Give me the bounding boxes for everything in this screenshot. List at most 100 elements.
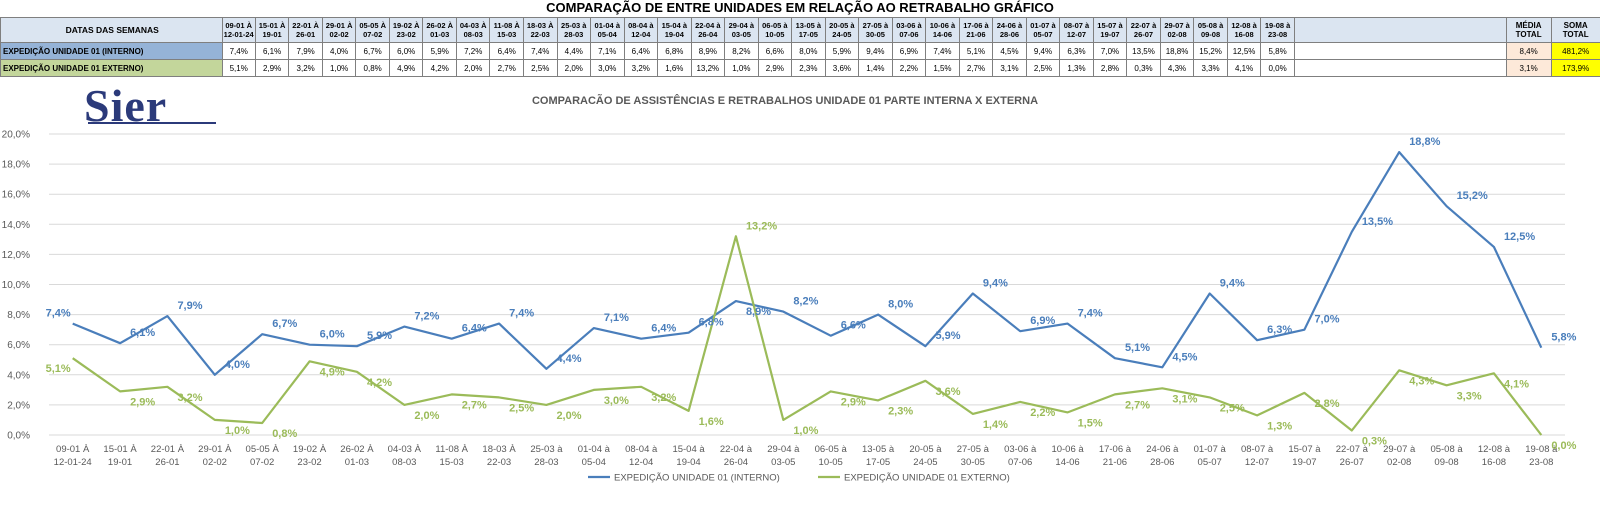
week-header-line: 26-07 <box>1127 30 1160 39</box>
table-cell: 6,0% <box>389 43 423 60</box>
data-label: 7,0% <box>1314 314 1339 326</box>
table-cell: 6,7% <box>356 43 390 60</box>
data-label: 8,0% <box>888 299 913 311</box>
week-header-line: 10-05 <box>759 30 792 39</box>
table-cell: 6,4% <box>624 43 658 60</box>
week-header-line: 17-06 à <box>960 21 993 30</box>
x-tick-label: 28-03 <box>534 457 558 468</box>
data-label: 2,8% <box>1314 398 1339 410</box>
table-cell: 9,4% <box>859 43 893 60</box>
x-tick-label: 23-08 <box>1529 457 1553 468</box>
legend-label: EXPEDIÇÃO UNIDADE 01 EXTERNO) <box>844 473 1010 484</box>
data-label: 1,4% <box>983 419 1008 431</box>
avg-total-cell: 8,4% <box>1506 43 1551 60</box>
data-label: 4,1% <box>1504 378 1529 390</box>
data-label: 2,3% <box>888 405 913 417</box>
week-header-line: 08-03 <box>457 30 490 39</box>
table-cell: 7,4% <box>523 43 557 60</box>
x-tick-label: 17-05 <box>866 457 890 468</box>
table-cell: 1,3% <box>1060 60 1094 77</box>
x-tick-label: 01-03 <box>345 457 369 468</box>
table-cell: 2,3% <box>792 60 826 77</box>
x-tick-label: 29-01 À <box>198 444 232 455</box>
data-label: 1,6% <box>699 416 724 428</box>
week-header-line: 28-03 <box>558 30 591 39</box>
week-header-line: 05-07 <box>1027 30 1060 39</box>
week-header-line: 26-02 À <box>423 21 456 30</box>
x-tick-label: 02-02 <box>203 457 227 468</box>
sum-header-line: SOMA <box>1552 21 1600 30</box>
x-tick-label: 08-03 <box>392 457 416 468</box>
data-label: 3,2% <box>651 392 676 404</box>
week-header-line: 22-04 à <box>692 21 725 30</box>
data-label: 2,9% <box>841 396 866 408</box>
table-cell: 2,8% <box>1093 60 1127 77</box>
empty-cell <box>1294 60 1506 77</box>
week-header-line: 19-08 à <box>1261 21 1294 30</box>
table-cell: 8,0% <box>792 43 826 60</box>
table-cell: 1,5% <box>926 60 960 77</box>
data-label: 3,6% <box>935 386 960 398</box>
week-header-line: 24-05 <box>826 30 859 39</box>
data-label: 6,8% <box>699 317 724 329</box>
table-row-externo: EXPEDIÇÃO UNIDADE 01 EXTERNO) 5,1%2,9%3,… <box>1 60 1600 77</box>
table-cell: 2,5% <box>1026 60 1060 77</box>
week-header-line: 29-04 à <box>725 21 758 30</box>
x-tick-label: 03-06 à <box>1004 444 1037 455</box>
x-tick-label: 24-06 à <box>1146 444 1179 455</box>
table-cell: 6,8% <box>658 43 692 60</box>
week-header-line: 12-08 à <box>1228 21 1261 30</box>
data-label: 9,4% <box>1220 278 1245 290</box>
x-tick-label: 12-01-24 <box>54 457 92 468</box>
data-label: 0,0% <box>1551 440 1576 452</box>
table-cell: 8,2% <box>725 43 759 60</box>
x-tick-label: 08-04 à <box>625 444 658 455</box>
series-line-interno <box>73 152 1542 375</box>
table-cell: 4,5% <box>993 43 1027 60</box>
x-tick-label: 08-07 à <box>1241 444 1274 455</box>
x-tick-label: 11-08 À <box>435 444 468 455</box>
week-header-line: 25-03 à <box>558 21 591 30</box>
week-header-line: 18-03 À <box>524 21 557 30</box>
chart-area: COMPARACÃO DE ASSISTÊNCIAS E RETRABALHOS… <box>0 84 1600 503</box>
table-cell: 1,4% <box>859 60 893 77</box>
week-header-line: 03-06 à <box>893 21 926 30</box>
legend-label: EXPEDIÇÃO UNIDADE 01 (INTERNO) <box>614 473 780 484</box>
x-tick-label: 26-04 <box>724 457 748 468</box>
table-cell: 1,0% <box>725 60 759 77</box>
week-header-line: 22-07 à <box>1127 21 1160 30</box>
week-header-line: 15-01 À <box>256 21 289 30</box>
week-header-line: 26-04 <box>692 30 725 39</box>
x-tick-label: 10-06 à <box>1051 444 1084 455</box>
data-label: 6,4% <box>651 323 676 335</box>
data-label: 15,2% <box>1457 190 1488 202</box>
table-cell: 2,0% <box>456 60 490 77</box>
week-header-line: 01-03 <box>423 30 456 39</box>
week-header-line: 05-04 <box>591 30 624 39</box>
table-cell: 4,2% <box>423 60 457 77</box>
table-cell: 18,8% <box>1160 43 1194 60</box>
data-label: 12,5% <box>1504 231 1535 243</box>
week-header-line: 17-05 <box>792 30 825 39</box>
table-cell: 7,4% <box>926 43 960 60</box>
table-cell: 1,0% <box>322 60 356 77</box>
table-row-interno: EXPEDIÇÃO UNIDADE 01 (INTERNO) 7,4%6,1%7… <box>1 43 1600 60</box>
x-tick-label: 29-07 à <box>1383 444 1416 455</box>
x-tick-label: 05-08 à <box>1430 444 1463 455</box>
x-tick-label: 28-06 <box>1150 457 1174 468</box>
y-tick-label: 20,0% <box>2 130 30 141</box>
data-label: 1,5% <box>1078 417 1103 429</box>
table-cell: 6,6% <box>758 43 792 60</box>
